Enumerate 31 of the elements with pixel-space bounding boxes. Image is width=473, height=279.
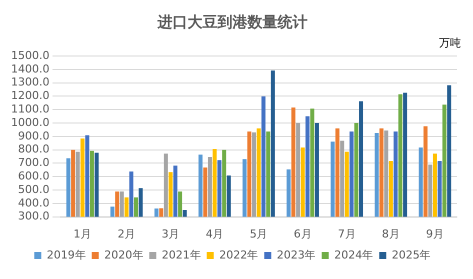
y-tick-label: 500.0	[18, 182, 50, 196]
x-tick-label: 9月	[426, 227, 444, 240]
y-tick-label: 1500.0	[10, 48, 50, 62]
legend-label: 2020年	[104, 248, 144, 262]
legend-label: 2022年	[219, 248, 258, 262]
x-tick-label: 1月	[74, 227, 92, 240]
chart-title: 进口大豆到港数量统计	[156, 12, 308, 31]
legend-label: 2019年	[46, 248, 86, 262]
x-tick-label: 4月	[206, 227, 224, 240]
y-tick-label: 400.0	[18, 196, 50, 210]
y-tick-label: 1200.0	[10, 89, 50, 102]
y-tick-label: 700.0	[18, 156, 50, 170]
y-tick-label: 300.0	[18, 210, 50, 223]
y-tick-label: 600.0	[18, 169, 50, 182]
x-tick-label: 2月	[118, 227, 136, 240]
legend-label: 2023年	[276, 248, 316, 262]
x-tick-label: 3月	[162, 227, 180, 240]
legend-label: 2021年	[162, 248, 201, 262]
y-tick-label: 1000.0	[10, 116, 50, 129]
legend-label: 2025年	[392, 248, 431, 262]
x-tick-label: 7月	[338, 227, 356, 240]
x-tick-label: 5月	[250, 227, 268, 240]
y-tick-label: 1300.0	[10, 76, 50, 89]
x-tick-label: 8月	[382, 227, 400, 240]
y-tick-label: 900.0	[18, 129, 50, 142]
legend-label: 2024年	[334, 248, 374, 262]
y-tick-label: 800.0	[18, 142, 50, 156]
x-tick-label: 6月	[294, 227, 312, 240]
y-tick-label: 1100.0	[10, 102, 50, 116]
text: 万吨	[439, 36, 461, 50]
y-tick-label: 1400.0	[10, 62, 50, 76]
